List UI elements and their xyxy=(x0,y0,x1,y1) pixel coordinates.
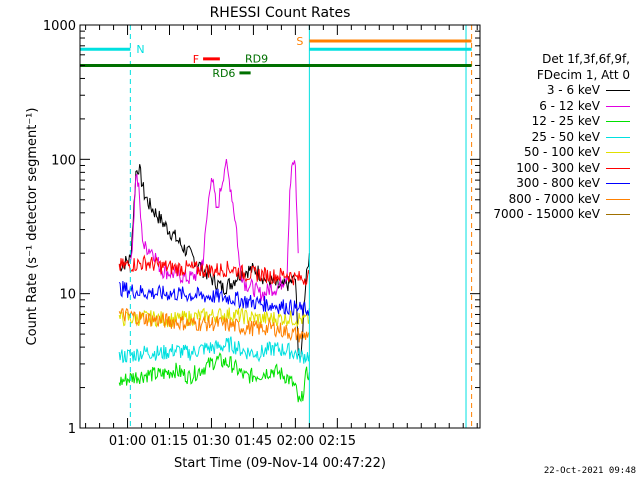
legend-entry: 3 - 6 keV xyxy=(470,83,630,99)
legend-swatch xyxy=(606,90,630,92)
legend-entry-label: 12 - 25 keV xyxy=(531,114,600,128)
legend-entry-label: 50 - 100 keV xyxy=(523,145,600,159)
legend-entry: 800 - 7000 keV xyxy=(470,192,630,208)
legend-swatch xyxy=(606,167,630,169)
y-tick-label: 10 xyxy=(59,288,76,303)
series-line xyxy=(118,254,310,286)
x-tick-label: 02:00 xyxy=(277,434,314,449)
series-line xyxy=(118,352,310,403)
legend-entry: 300 - 800 keV xyxy=(470,176,630,192)
y-tick-label: 100 xyxy=(51,153,76,168)
legend-entry: 50 - 100 keV xyxy=(470,145,630,161)
legend-header-line-2: FDecim 1, Att 0 xyxy=(536,67,630,82)
tick-layer: 1 10 100 1000 01:00 01:15 01:30 01:45 02:00 02:15 xyxy=(43,19,480,449)
axes-frame xyxy=(79,24,481,429)
series-line xyxy=(129,159,299,302)
legend-swatch xyxy=(606,152,630,154)
legend-entry-label: 7000 - 15000 keV xyxy=(493,207,600,221)
x-tick-label: 01:15 xyxy=(151,434,188,449)
flag-label: S xyxy=(296,35,303,48)
legend-entry: 6 - 12 keV xyxy=(470,99,630,115)
series-line xyxy=(118,336,310,364)
legend-entry: 7000 - 15000 keV xyxy=(470,207,630,223)
flag-label: RD6 xyxy=(212,67,235,80)
x-tick-label: 02:15 xyxy=(319,434,356,449)
x-tick-label: 01:30 xyxy=(193,434,230,449)
legend-entry-label: 25 - 50 keV xyxy=(531,129,600,144)
timestamp: 22-Oct-2021 09:48 xyxy=(543,466,636,476)
x-tick-label: 01:00 xyxy=(109,434,146,449)
legend-entry: 100 - 300 keV xyxy=(470,161,630,177)
legend-entry-label: 100 - 300 keV xyxy=(516,160,600,175)
series-line xyxy=(118,280,310,316)
legend-entry-label: 800 - 7000 keV xyxy=(508,191,600,206)
flag-label: F xyxy=(193,53,199,66)
flag-label: N xyxy=(136,43,144,56)
legend-swatch xyxy=(606,214,630,216)
x-axis-label: Start Time (09-Nov-14 00:47:22) xyxy=(174,456,386,471)
legend-swatch xyxy=(606,105,630,107)
legend: Det 1f,3f,6f,9f, FDecim 1, Att 0 3 - 6 k… xyxy=(470,52,630,223)
series-line xyxy=(118,307,310,328)
legend-swatch xyxy=(606,183,630,185)
legend-header-line-1: Det 1f,3f,6f,9f, xyxy=(542,52,630,66)
legend-swatch xyxy=(606,121,630,123)
y-tick-label: 1000 xyxy=(43,19,76,34)
legend-entry-label: 3 - 6 keV xyxy=(546,83,600,97)
y-axis-label: Count Rate (s⁻¹ detector segment⁻¹) xyxy=(25,108,40,346)
series-layer xyxy=(118,159,310,403)
legend-entry: 12 - 25 keV xyxy=(470,114,630,130)
series-line xyxy=(118,308,310,343)
legend-entry-label: 6 - 12 keV xyxy=(539,98,600,113)
legend-swatch xyxy=(606,136,630,138)
legend-entry-label: 300 - 800 keV xyxy=(516,176,600,190)
chart-title: RHESSI Count Rates xyxy=(210,5,351,21)
annotation-layer: N S F RD9 RD6 xyxy=(80,25,473,428)
x-tick-label: 01:45 xyxy=(235,434,272,449)
legend-swatch xyxy=(606,198,630,200)
legend-entry: 25 - 50 keV xyxy=(470,130,630,146)
flag-label: RD9 xyxy=(245,52,268,65)
y-tick-label: 1 xyxy=(68,422,76,437)
